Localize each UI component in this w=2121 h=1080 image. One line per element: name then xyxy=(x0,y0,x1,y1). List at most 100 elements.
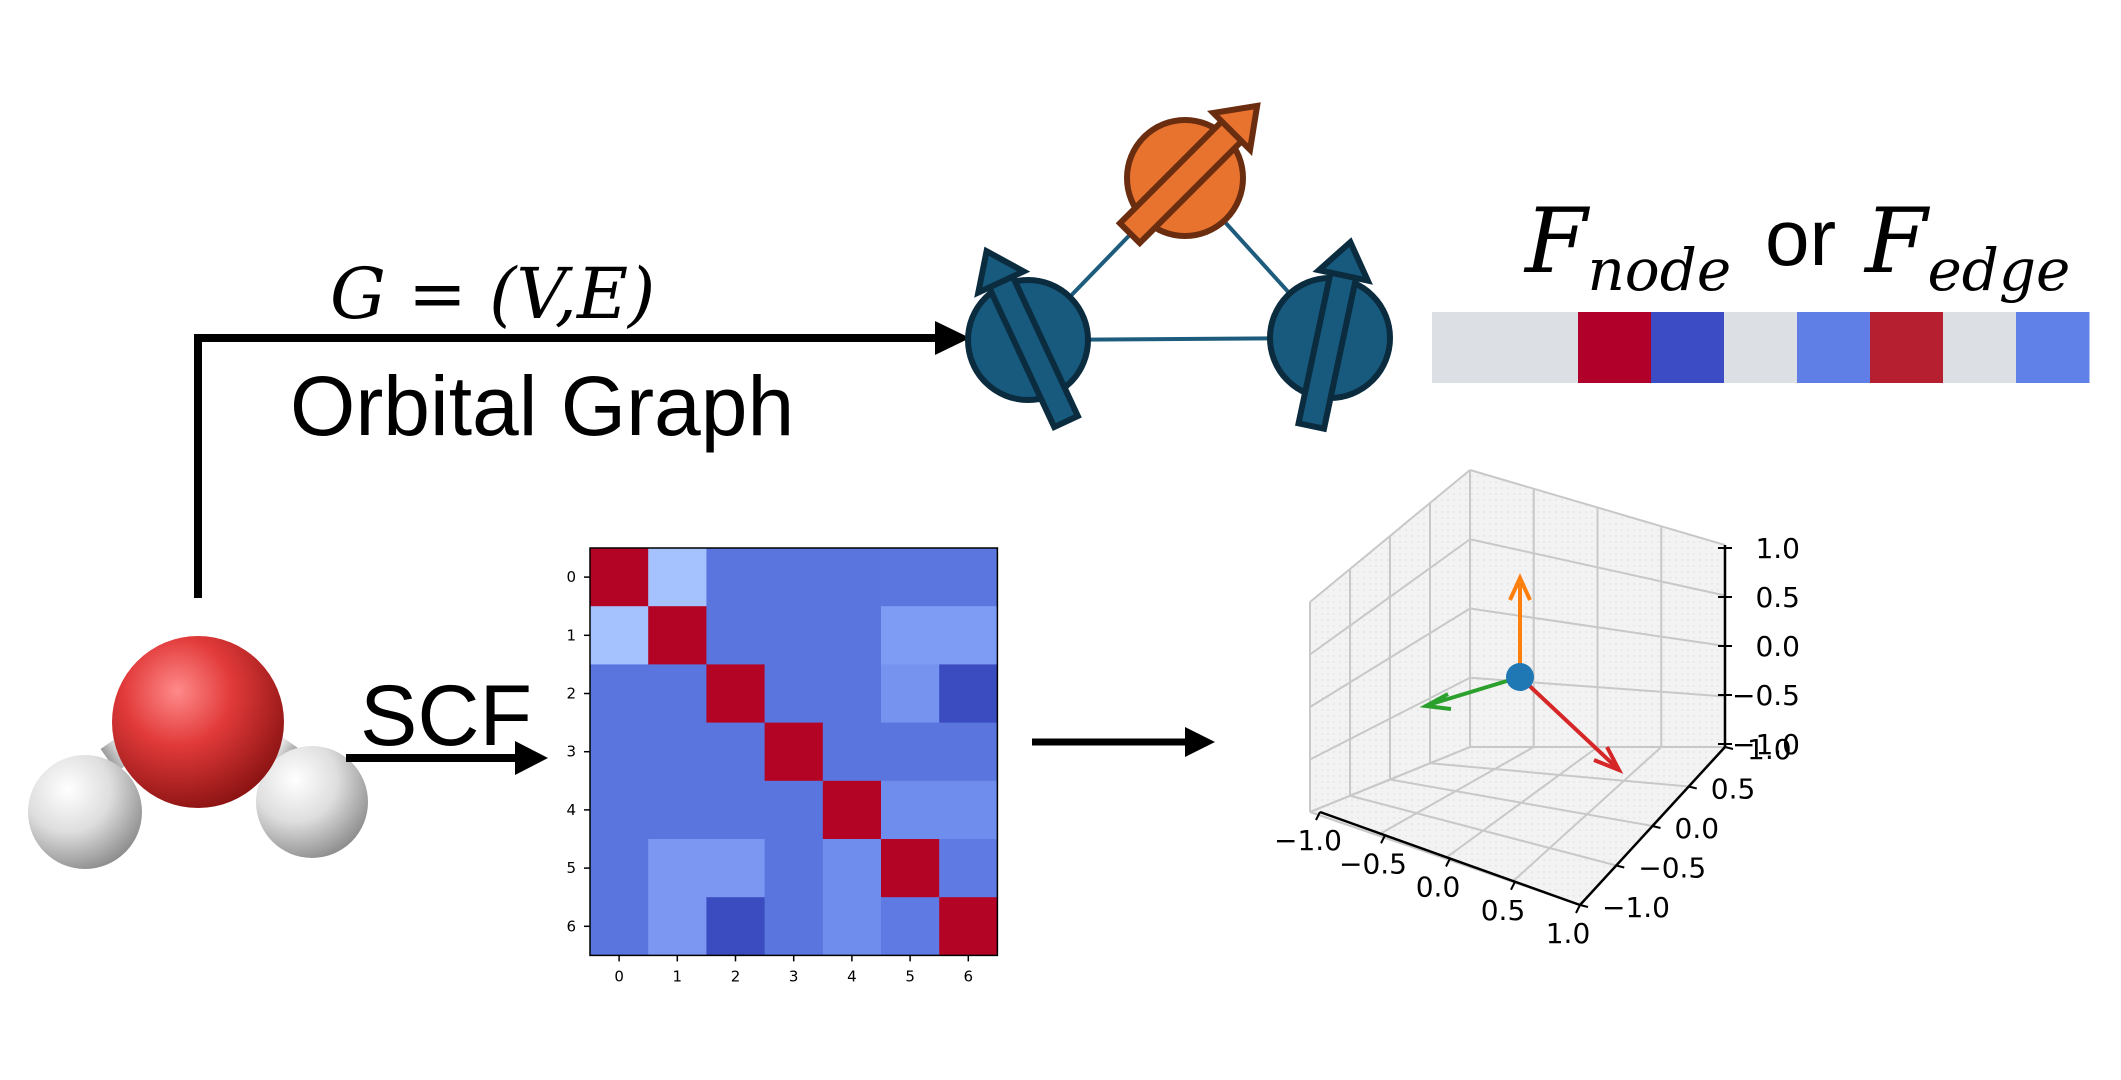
graph-formula: G = (V,E) xyxy=(330,253,655,335)
heatmap-cell xyxy=(822,839,882,898)
x-tick-label: 4 xyxy=(847,967,857,985)
heatmap-cell xyxy=(822,606,882,665)
heatmap-cell xyxy=(590,722,649,782)
y-tick-label: 6 xyxy=(566,917,576,935)
heatmap-cell xyxy=(764,606,824,665)
y-tick-mark xyxy=(1616,864,1625,869)
y-tick-label: 1.0 xyxy=(1747,733,1792,766)
y-tick-label: −0.5 xyxy=(1638,852,1706,885)
orbital-node-right xyxy=(1267,237,1393,433)
y-tick-label: −1.0 xyxy=(1602,891,1670,924)
vector-green xyxy=(1427,675,1521,707)
arrowhead-green-icon xyxy=(1419,692,1452,711)
y-tick-mark xyxy=(1579,904,1589,908)
heatmap-cell xyxy=(648,839,707,898)
y-tick-label: 2 xyxy=(566,685,576,703)
feature-cell xyxy=(1651,312,1725,383)
heatmap-cell xyxy=(648,897,707,956)
spin-up-arrow-icon xyxy=(974,246,1082,432)
heatmap-cell xyxy=(881,897,940,956)
y-tick-label: 4 xyxy=(566,801,576,819)
heatmap-cell xyxy=(822,897,882,956)
feature-cell xyxy=(1578,312,1652,383)
heatmap-cell xyxy=(939,897,998,956)
scf-label: SCF xyxy=(360,668,532,764)
hydrogen-atom-left xyxy=(28,755,142,869)
x-tick-label: 6 xyxy=(964,967,974,985)
heatmap-cell xyxy=(590,606,649,665)
heatmap-cell xyxy=(822,548,882,607)
x-tick-label: 2 xyxy=(731,967,741,985)
x-tick-label: 0.0 xyxy=(1416,871,1461,904)
orbital-node-top xyxy=(1115,102,1261,248)
x-tick-mark xyxy=(1575,904,1581,914)
heatmap-cell xyxy=(590,664,649,724)
feature-cell xyxy=(2016,312,2090,383)
heatmap-cell xyxy=(939,780,998,840)
x-tick-mark xyxy=(1315,811,1321,821)
y-tick-label: 3 xyxy=(566,743,576,761)
heatmap-cell xyxy=(764,548,824,607)
y-tick-mark xyxy=(1688,785,1697,790)
x-tick-label: 0.5 xyxy=(1481,894,1526,927)
scf-arrow xyxy=(346,741,548,775)
orbital-3d-plot: −1.0−0.50.00.51.0−1.0−0.50.00.51.01.00.5… xyxy=(1274,469,1800,950)
heatmap-cell xyxy=(939,606,998,665)
x-tick-label: −1.0 xyxy=(1274,824,1342,857)
heatmap-cell xyxy=(939,548,998,607)
x-tick-mark xyxy=(1380,834,1386,844)
grid-line xyxy=(1309,746,1471,813)
heatmap-cell xyxy=(881,664,940,724)
heatmap-cell xyxy=(764,839,824,898)
heatmap-cell xyxy=(822,780,882,840)
x-tick-label: −0.5 xyxy=(1339,847,1407,880)
heatmap-cell xyxy=(881,548,940,607)
heatmap-cell xyxy=(648,548,707,607)
heatmap-cell xyxy=(590,548,649,607)
hydrogen-atom-right xyxy=(256,746,368,858)
x-tick-mark xyxy=(1510,881,1516,891)
x-tick-label: 0 xyxy=(614,967,624,985)
heatmap-cell xyxy=(648,664,707,724)
matrix-to-vector-arrow xyxy=(1032,727,1215,757)
heatmap-cell xyxy=(590,897,649,956)
x-tick-label: 1 xyxy=(673,967,683,985)
grid-line xyxy=(1349,794,1617,867)
arrowhead-orange-icon xyxy=(1508,573,1532,601)
grid-line xyxy=(1309,607,1471,708)
heatmap-cell xyxy=(822,664,882,724)
heatmap-cell xyxy=(706,664,766,724)
heatmap-cell xyxy=(764,897,824,956)
heatmap-cell xyxy=(764,780,824,840)
z-tick-label: −1.0 xyxy=(1732,728,1800,761)
x-tick-label: 3 xyxy=(789,967,799,985)
heatmap-cell xyxy=(939,839,998,898)
z-tick-label: 1.0 xyxy=(1755,532,1800,565)
z-tick-label: 0.5 xyxy=(1755,581,1800,614)
heatmap-cell xyxy=(939,722,998,782)
floor-pane xyxy=(1310,747,1725,905)
feature-cell xyxy=(1870,312,1944,383)
heatmap-cell xyxy=(764,664,824,724)
feature-or: or xyxy=(1765,193,1836,282)
z-tick-label: −0.5 xyxy=(1732,679,1800,712)
scf-matrix-heatmap: 0 1 2 3 4 5 6 0 1 2 3 4 5 6 xyxy=(566,547,999,985)
heatmap-cell xyxy=(881,722,940,782)
feature-f-node: Fnode xyxy=(1523,189,1731,304)
axis-ticks: −1.0−0.50.00.51.0−1.0−0.50.00.51.01.00.5… xyxy=(1274,532,1800,950)
orbital-node-left xyxy=(965,246,1091,432)
feature-vector xyxy=(1432,312,2090,383)
y-tick-mark xyxy=(1652,825,1661,829)
heatmap-cell xyxy=(881,839,940,898)
vectors xyxy=(1419,573,1624,774)
graph-label: Orbital Graph xyxy=(290,359,794,453)
y-tick-label: 0 xyxy=(566,568,576,586)
grid-line xyxy=(1389,778,1653,827)
arrowhead-red-icon xyxy=(1593,746,1624,774)
y-tick-label: 5 xyxy=(566,859,576,877)
heatmap-cell xyxy=(590,839,649,898)
heatmap-cell xyxy=(881,606,940,665)
z-tick-label: 0.0 xyxy=(1755,630,1800,663)
y-tick-label: 0.0 xyxy=(1675,812,1720,845)
heatmap-cell xyxy=(648,606,707,665)
